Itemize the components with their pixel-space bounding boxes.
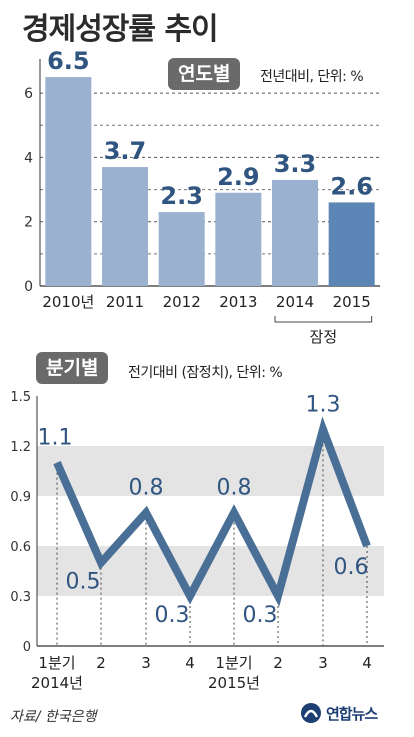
point-value-label: 0.3 (243, 603, 278, 628)
bar-value-label: 3.7 (104, 137, 147, 165)
y-tick-label: 6 (24, 86, 33, 102)
point-value-label: 1.1 (38, 426, 73, 451)
bar (45, 77, 92, 286)
bar-value-label: 6.5 (47, 47, 90, 75)
provisional-bracket (274, 316, 373, 323)
year-label: 2015년 (208, 674, 260, 692)
yonhap-logo-icon (301, 703, 321, 723)
annual-unit-label: 전년대비, 단위: % (260, 69, 364, 85)
annual-badge: 연도별 (168, 58, 241, 90)
y-tick-label: 4 (24, 150, 33, 166)
x-tick-label: 4 (362, 654, 372, 672)
x-tick-label: 1분기 (38, 654, 75, 672)
x-tick-label: 2011 (106, 293, 144, 311)
point-value-label: 0.5 (66, 570, 101, 595)
x-tick-label: 2 (96, 654, 106, 672)
bar-value-label: 2.6 (330, 172, 373, 200)
page-title: 경제성장률 추이 (22, 12, 219, 47)
bar-value-label: 3.3 (274, 150, 317, 178)
bar (102, 167, 148, 286)
y-tick-label: 0.6 (10, 540, 31, 555)
yonhap-logo: 연합뉴스 (300, 702, 378, 724)
x-tick-label: 4 (185, 654, 195, 672)
y-tick-label: 2 (24, 215, 33, 231)
x-tick-label: 2015 (333, 293, 371, 311)
bar-value-label: 2.9 (217, 163, 260, 191)
y-tick-label: 1.5 (10, 390, 31, 405)
provisional-label: 잠정 (310, 328, 338, 345)
quarterly-badge: 분기별 (36, 352, 109, 384)
point-value-label: 0.3 (155, 603, 190, 628)
point-value-label: 1.3 (306, 392, 341, 417)
y-tick-label: 1.2 (10, 440, 31, 455)
bar-value-label: 2.3 (160, 182, 203, 210)
year-label: 2014년 (31, 674, 83, 692)
y-tick-label: 0.9 (10, 490, 31, 505)
x-tick-label: 1분기 (215, 654, 252, 672)
bar (158, 212, 205, 286)
annual-bar-chart: 0 2 4 6 6.5 2010년 3.7 2011 2.3 2012 2.9 2013 3.3 2014… (24, 47, 380, 345)
y-tick-label: 0 (24, 279, 33, 295)
series-line (53, 416, 371, 607)
grid-band (37, 446, 384, 496)
x-tick-label: 2013 (219, 293, 257, 311)
x-tick-label: 2014 (276, 293, 314, 311)
x-tick-label: 2 (273, 654, 283, 672)
x-tick-label: 3 (141, 654, 151, 672)
logo-text: 연합뉴스 (326, 704, 378, 723)
bar (215, 192, 262, 286)
source-credit: 자료/ 한국은행 (10, 709, 97, 725)
quarterly-unit-label: 전기대비 (잠정치), 단위: % (128, 365, 283, 381)
x-tick-label: 3 (318, 654, 328, 672)
point-value-label: 0.8 (217, 476, 252, 501)
bar (328, 202, 375, 286)
point-value-label: 0.6 (334, 555, 369, 580)
y-tick-label: 0.3 (10, 590, 31, 605)
x-tick-label: 2012 (163, 293, 201, 311)
x-tick-label: 2010년 (42, 293, 94, 311)
point-value-label: 0.8 (129, 476, 164, 501)
y-tick-label: 0 (23, 640, 31, 655)
bar (272, 179, 318, 286)
